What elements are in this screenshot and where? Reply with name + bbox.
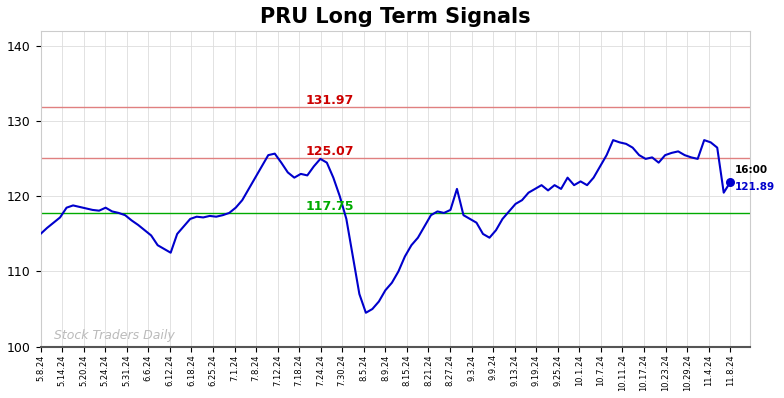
Text: 125.07: 125.07 [305,145,354,158]
Text: Stock Traders Daily: Stock Traders Daily [53,329,174,342]
Title: PRU Long Term Signals: PRU Long Term Signals [260,7,531,27]
Text: 117.75: 117.75 [305,200,354,213]
Text: 131.97: 131.97 [305,94,354,107]
Point [724,179,736,185]
Text: 16:00: 16:00 [735,165,768,175]
Text: 121.89: 121.89 [735,182,775,192]
